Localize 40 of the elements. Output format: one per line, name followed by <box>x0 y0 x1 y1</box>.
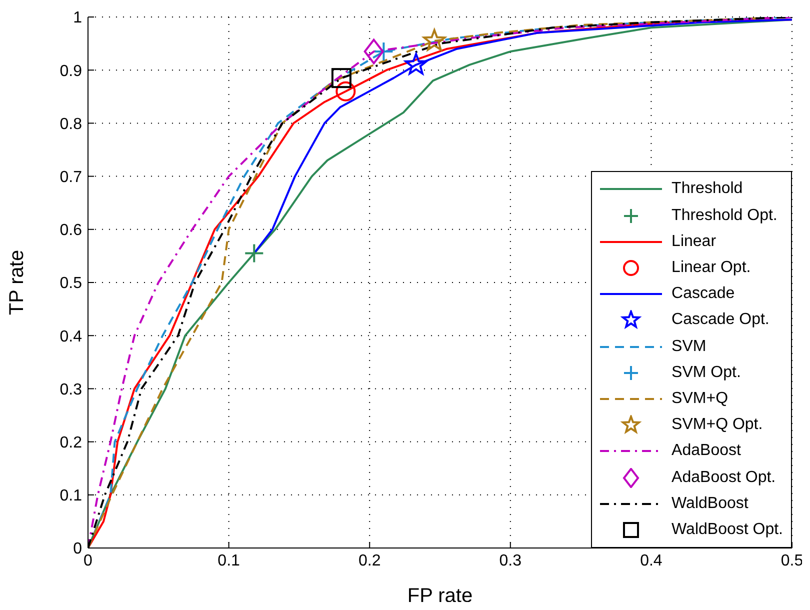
point <box>374 42 394 62</box>
point <box>336 81 356 102</box>
legend-label: Cascade Opt. <box>672 311 770 330</box>
y-tick-label: 0.8 <box>60 116 82 133</box>
y-tick-label: 0.4 <box>60 328 82 346</box>
legend-label: SVM+Q Opt. <box>672 416 763 434</box>
legend-label: Cascade <box>672 285 735 304</box>
x-tick-label: 0.3 <box>499 552 522 570</box>
point <box>244 243 264 264</box>
y-tick-label: 0.3 <box>60 381 82 398</box>
legend-label: AdaBoost <box>672 442 741 460</box>
y-tick-label: 0.7 <box>60 168 82 186</box>
legend-label: Threshold Opt. <box>672 206 778 225</box>
point <box>364 38 384 64</box>
legend-label: Linear <box>672 232 716 251</box>
y-tick-label: 0.9 <box>60 62 82 80</box>
legend-label: Linear Opt. <box>672 259 751 278</box>
legend-label: SVM+Q <box>672 390 728 408</box>
x-tick-label: 0.2 <box>358 552 381 570</box>
legend-label: Threshold <box>672 180 743 198</box>
legend-label: WaldBoost <box>672 494 748 513</box>
legend-label: AdaBoost Opt. <box>672 468 776 487</box>
x-axis-title: FP rate <box>407 585 473 607</box>
y-tick-label: 1 <box>73 10 82 27</box>
point <box>423 29 446 51</box>
legend-label: SVM Opt. <box>672 364 741 382</box>
legend-label: SVM <box>672 338 706 356</box>
legend-label: WaldBoost Opt. <box>672 520 783 539</box>
line-series <box>253 18 792 254</box>
y-tick-label: 0 <box>73 540 82 558</box>
x-tick-label: 0.1 <box>218 552 240 570</box>
x-tick-label: 0.5 <box>780 552 804 570</box>
y-tick-label: 0.5 <box>60 275 82 292</box>
y-tick-label: 0.6 <box>60 222 82 240</box>
x-tick-label: 0.4 <box>640 552 662 570</box>
y-tick-label: 0.2 <box>60 434 82 452</box>
y-axis-title: TP rate <box>6 250 28 316</box>
y-tick-label: 0.1 <box>60 488 82 505</box>
point <box>404 52 428 75</box>
point <box>331 68 352 88</box>
